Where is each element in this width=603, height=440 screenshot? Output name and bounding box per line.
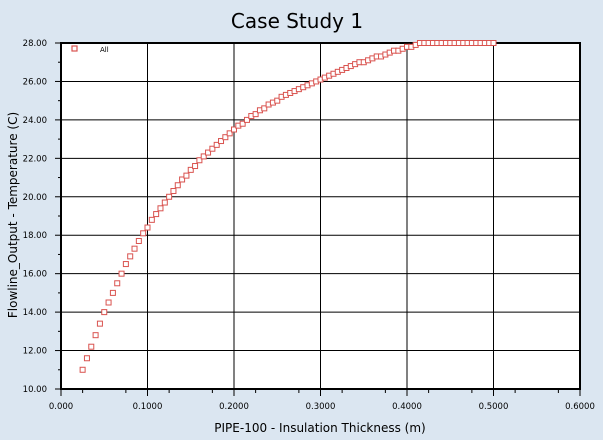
data-point: [170, 188, 177, 195]
data-point: [209, 145, 216, 152]
data-point: [192, 163, 199, 170]
data-point: [243, 116, 250, 123]
y-tick-label: 14.00: [23, 308, 47, 318]
data-point: [200, 153, 207, 160]
data-point: [213, 141, 220, 148]
data-point: [131, 245, 138, 252]
data-point: [161, 199, 168, 206]
data-point: [105, 299, 112, 306]
data-point: [174, 182, 181, 189]
legend: All: [71, 45, 109, 54]
data-point: [118, 270, 125, 277]
plot-frame: [60, 42, 581, 390]
data-point: [148, 216, 155, 223]
data-point: [239, 120, 246, 127]
data-point: [96, 320, 103, 327]
y-tick-label: 28.00: [23, 39, 47, 49]
data-point: [157, 205, 164, 212]
data-point: [231, 126, 237, 133]
y-tick-label: 16.00: [23, 270, 47, 280]
y-tick-label: 24.00: [23, 116, 47, 126]
data-point: [252, 111, 259, 118]
data-point: [92, 332, 99, 339]
data-point: [109, 289, 116, 296]
data-point: [274, 97, 281, 104]
data-point: [101, 309, 108, 316]
data-point: [140, 230, 147, 237]
legend-marker: [71, 45, 78, 52]
y-axis-label: Flowline_Output - Temperature (C): [6, 112, 20, 318]
data-point: [205, 149, 212, 156]
y-tick-label: 26.00: [23, 77, 47, 87]
x-tick-label: 0.1000: [133, 402, 163, 412]
x-tick-label: 0.5000: [479, 402, 509, 412]
x-tick-labels: 0.000 0.1000 0.2000 0.3000 0.4000 0.5000 0.600…: [49, 402, 595, 412]
data-point: [166, 193, 173, 200]
y-tick-label: 10.00: [23, 385, 47, 395]
y-tick-labels: 10.00 12.00 14.00 16.00 18.00 20.00 22.00 24.00…: [23, 39, 47, 395]
x-axis-label: PIPE-100 - Insulation Thickness (m): [214, 421, 425, 435]
y-tick-label: 12.00: [23, 347, 47, 357]
y-tick-label: 20.00: [23, 193, 47, 203]
x-tick-label: 0.4000: [392, 402, 422, 412]
legend-label: All: [100, 46, 109, 54]
data-point: [183, 172, 190, 179]
data-point: [122, 261, 129, 268]
data-point: [222, 134, 229, 141]
data-point: [226, 130, 233, 137]
data-point: [114, 280, 121, 287]
data-point: [179, 176, 186, 183]
y-tick-label: 18.00: [23, 231, 47, 241]
data-point: [196, 157, 203, 164]
data-point: [218, 138, 225, 145]
data-point: [187, 166, 194, 173]
data-point: [83, 355, 90, 362]
series-all-points: [79, 40, 497, 373]
data-point: [490, 40, 497, 46]
data-point: [135, 237, 142, 244]
data-point: [153, 211, 160, 218]
chart-title: Case Study 1: [231, 9, 363, 33]
data-point: [144, 224, 151, 231]
x-tick-label: 0.3000: [306, 402, 336, 412]
x-tick-label: 0.000: [49, 402, 73, 412]
y-tick-label: 22.00: [23, 154, 47, 164]
data-point: [79, 366, 86, 373]
data-point: [261, 105, 268, 112]
x-tick-label: 0.2000: [219, 402, 249, 412]
data-point: [88, 343, 95, 350]
data-point: [127, 253, 134, 260]
x-tick-label: 0.6000: [565, 402, 595, 412]
